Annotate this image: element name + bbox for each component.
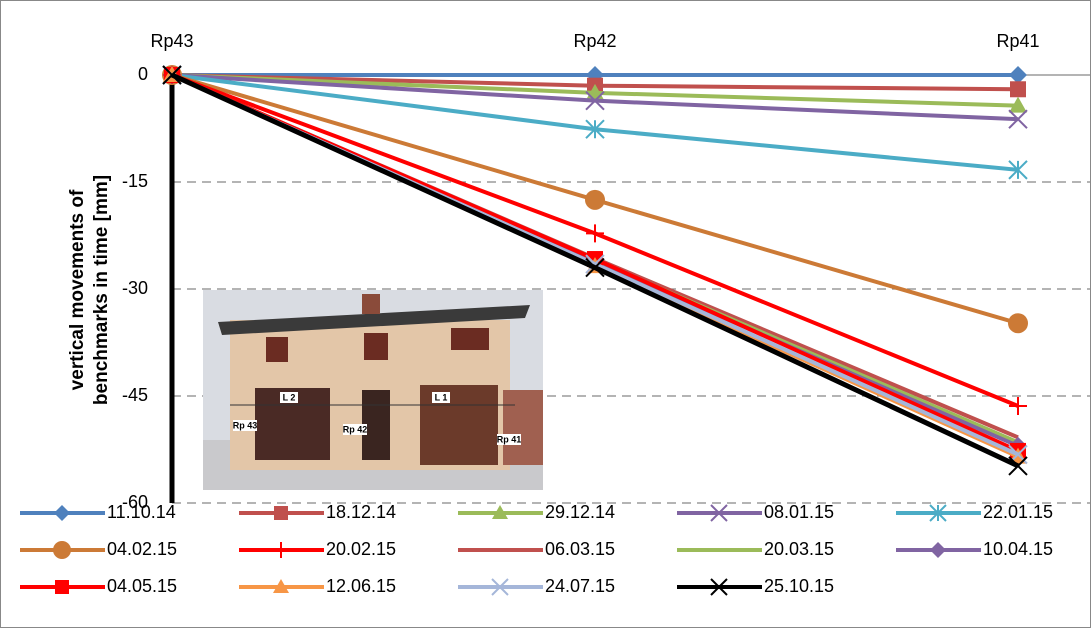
legend-label: 24.07.15	[545, 576, 615, 596]
y-tick-label: -15	[122, 171, 148, 191]
window	[266, 337, 288, 362]
x-tick-label: Rp43	[150, 31, 193, 51]
photo-label: Rp 41	[497, 434, 522, 444]
y-tick-label: 0	[138, 64, 148, 84]
photo-label: Rp 43	[233, 420, 258, 430]
legend-label: 08.01.15	[764, 502, 834, 522]
legend-label: 12.06.15	[326, 576, 396, 596]
legend-label: 10.04.15	[983, 539, 1053, 559]
y-tick-label: -30	[122, 278, 148, 298]
marker	[585, 190, 605, 210]
window	[451, 328, 489, 350]
chimney	[362, 294, 380, 314]
marker	[274, 506, 288, 520]
marker	[53, 541, 71, 559]
photo: L 2 L 1 Rp 43 Rp 42 Rp 41	[203, 290, 543, 490]
photo-label: L 1	[435, 392, 448, 402]
window	[364, 333, 388, 360]
frame	[1, 1, 1091, 628]
garage	[420, 385, 498, 465]
legend-label: 20.02.15	[326, 539, 396, 559]
legend-label: 06.03.15	[545, 539, 615, 559]
marker	[1008, 313, 1028, 333]
y-tick-label: -45	[122, 385, 148, 405]
chart: vertical movements of benchmarks in time…	[0, 0, 1091, 628]
stairs	[503, 390, 543, 465]
y-axis-title-line: benchmarks in time [mm]	[91, 175, 112, 405]
legend-label: 29.12.14	[545, 502, 615, 522]
x-tick-label: Rp42	[573, 31, 616, 51]
legend-label: 22.01.15	[983, 502, 1053, 522]
x-tick-label: Rp41	[996, 31, 1039, 51]
legend-label: 20.03.15	[764, 539, 834, 559]
y-axis-title-line: vertical movements of	[67, 189, 88, 390]
legend-label: 18.12.14	[326, 502, 396, 522]
legend-label: 25.10.15	[764, 576, 834, 596]
legend-label: 04.05.15	[107, 576, 177, 596]
legend-label: 11.10.14	[107, 502, 176, 522]
photo-label: Rp 42	[343, 424, 368, 434]
legend-label: 04.02.15	[107, 539, 177, 559]
marker	[1010, 81, 1026, 97]
marker	[55, 580, 69, 594]
photo-label: L 2	[283, 392, 296, 402]
